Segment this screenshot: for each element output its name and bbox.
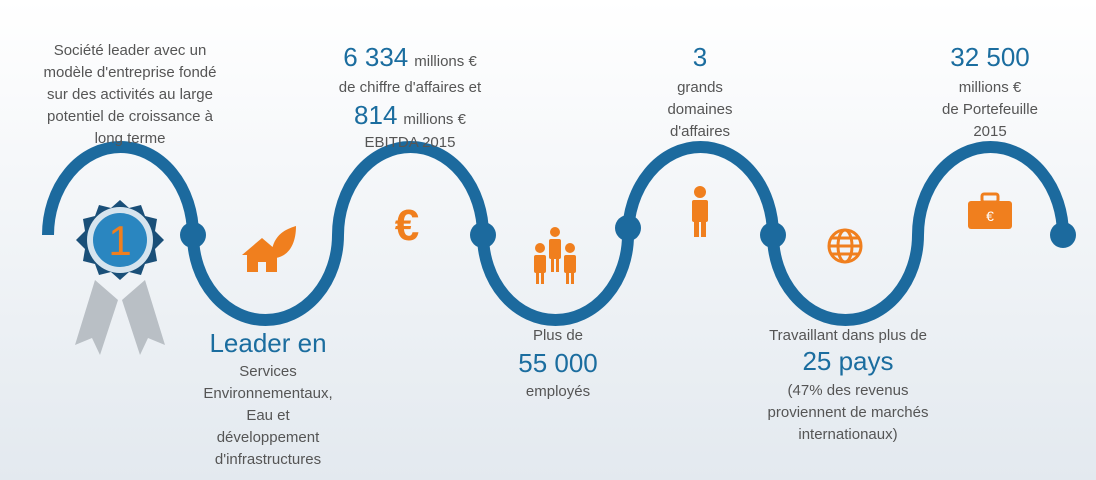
text-line: Travaillant dans plus de — [769, 327, 927, 344]
text-line: développement — [217, 429, 320, 446]
globe-icon — [827, 228, 863, 264]
domains-block: 3 grands domaines d'affaires — [667, 42, 732, 140]
revenue-block: 6 334 millions € de chiffre d'affaires et… — [339, 42, 482, 151]
house-icon — [242, 226, 296, 272]
text-line: long terme — [95, 130, 166, 147]
euro-icon: € — [395, 201, 419, 250]
briefcase-icon: € — [968, 192, 1012, 229]
text-line: d'infrastructures — [215, 451, 321, 468]
figure: 6 334 — [343, 42, 408, 72]
text-line: grands — [677, 79, 723, 96]
figure: 814 — [354, 100, 397, 130]
heading: Leader en — [209, 328, 326, 358]
text-line: employés — [526, 383, 590, 400]
text-line: Société leader avec un — [54, 42, 207, 59]
timeline-dots — [180, 215, 1076, 248]
text-line: millions € — [959, 79, 1022, 96]
text-line: EBITDA 2015 — [365, 134, 456, 151]
countries-block: Travaillant dans plus de 25 pays (47% de… — [768, 327, 929, 443]
text-line: Eau et — [246, 407, 290, 424]
text-line: sur des activités au large — [47, 86, 213, 103]
briefcase-euro: € — [986, 208, 994, 224]
portfolio-block: 32 500 millions € de Portefeuille 2015 — [942, 42, 1038, 140]
text-line: potentiel de croissance à — [47, 108, 214, 125]
ebitda-line: 814 millions € — [354, 100, 467, 130]
text-line: Plus de — [533, 327, 583, 344]
figure: 32 500 — [950, 42, 1030, 72]
revenue-line: 6 334 millions € — [343, 42, 477, 72]
text-line: de chiffre d'affaires et — [339, 79, 482, 96]
figure: 25 pays — [802, 346, 893, 376]
unit: millions € — [403, 111, 466, 128]
figure: 55 000 — [518, 348, 598, 378]
text-line: internationaux) — [798, 426, 897, 443]
text-line: de Portefeuille — [942, 101, 1038, 118]
text-line: Services — [239, 363, 297, 380]
unit: millions € — [414, 53, 477, 70]
leader-block: Société leader avec un modèle d'entrepri… — [44, 42, 217, 147]
timeline-wave — [42, 141, 1069, 326]
text-line: modèle d'entreprise fondé — [44, 64, 217, 81]
text-line: Environnementaux, — [203, 385, 332, 402]
text-line: (47% des revenus — [788, 382, 909, 399]
people-icon — [534, 227, 576, 284]
person-icon — [692, 186, 708, 237]
badge: 1 — [75, 200, 165, 355]
text-line: proviennent de marchés — [768, 404, 929, 421]
text-line: 2015 — [973, 123, 1006, 140]
text-line: d'affaires — [670, 123, 730, 140]
employees-block: Plus de 55 000 employés — [518, 327, 598, 400]
text-line: domaines — [667, 101, 732, 118]
services-block: Leader en Services Environnementaux, Eau… — [203, 328, 332, 468]
badge-number: 1 — [108, 217, 131, 264]
figure: 3 — [693, 42, 707, 72]
